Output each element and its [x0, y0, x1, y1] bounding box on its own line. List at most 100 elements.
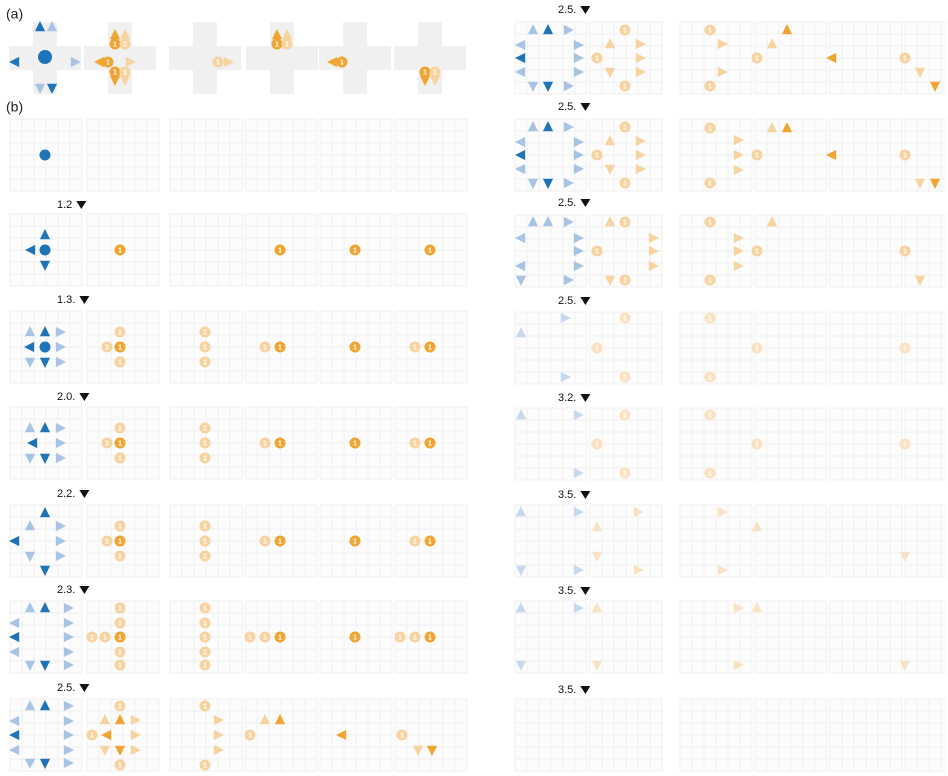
arrow — [99, 714, 111, 725]
badge-label: 1 — [118, 425, 122, 432]
badge-label: 1 — [708, 180, 712, 187]
arrow — [733, 164, 744, 176]
arrow — [929, 178, 941, 189]
badge — [704, 24, 716, 36]
arrow — [527, 24, 539, 35]
arrow — [515, 660, 527, 671]
badge — [619, 312, 631, 324]
badge — [591, 245, 603, 257]
arrow — [125, 56, 136, 68]
badge-label: 1 — [623, 470, 627, 477]
arrow — [39, 260, 51, 271]
badge — [114, 631, 126, 643]
arrow — [336, 729, 347, 741]
badge — [101, 341, 113, 353]
arrow — [515, 409, 527, 420]
arrow — [563, 216, 574, 228]
badge-label: 1 — [708, 83, 712, 90]
badge-label: 1 — [106, 59, 110, 66]
badge-label: 1 — [203, 538, 207, 545]
step-marker — [580, 297, 591, 305]
arrow — [733, 134, 744, 146]
arrow — [573, 409, 584, 421]
badge-label: 1 — [903, 345, 907, 352]
badge-label: 1 — [216, 59, 220, 66]
arrow — [542, 24, 554, 35]
badge — [114, 700, 126, 712]
arrow — [55, 452, 66, 464]
step-label: 2.2. — [57, 488, 75, 500]
arrow — [119, 75, 131, 86]
badge — [114, 646, 126, 658]
arrow — [24, 357, 36, 368]
badge — [409, 631, 421, 643]
arrow — [24, 660, 36, 671]
arrow — [573, 467, 584, 479]
badge — [281, 38, 293, 50]
arrow — [55, 535, 66, 547]
badge-label: 1 — [203, 425, 207, 432]
badge-label: 1 — [428, 634, 432, 641]
arrow — [55, 422, 66, 434]
badge-label: 1 — [123, 41, 127, 48]
badge — [704, 312, 716, 324]
arrow — [9, 631, 20, 643]
badge — [899, 149, 911, 161]
step-marker — [79, 586, 90, 594]
arrow — [24, 602, 36, 613]
arrow — [9, 744, 20, 756]
step-marker — [580, 686, 591, 694]
badge-label: 1 — [623, 374, 627, 381]
arrow — [515, 232, 526, 244]
arrow — [109, 75, 121, 86]
arrow — [914, 275, 926, 286]
cross — [84, 46, 156, 70]
arrow — [733, 260, 744, 272]
step-label: 1.3. — [57, 294, 75, 306]
arrow — [213, 714, 224, 726]
arrow — [515, 565, 527, 576]
agent — [39, 341, 51, 353]
badge — [199, 326, 211, 338]
arrow — [24, 341, 35, 353]
arrow — [24, 520, 36, 531]
arrow — [563, 274, 574, 286]
badge-label: 1 — [118, 605, 122, 612]
arrow — [604, 38, 616, 49]
badge — [424, 244, 436, 256]
badge — [704, 409, 716, 421]
arrow — [635, 38, 646, 50]
step-marker — [580, 6, 591, 14]
badge — [349, 437, 361, 449]
step-label: 2.5. — [558, 4, 576, 16]
badge — [619, 371, 631, 383]
arrow — [826, 149, 837, 161]
badge — [424, 437, 436, 449]
badge-label: 1 — [623, 124, 627, 131]
badge-label: 1 — [353, 538, 357, 545]
arrow — [527, 121, 539, 132]
panel-label: (a) — [6, 6, 23, 22]
badge-label: 1 — [203, 344, 207, 351]
arrow — [55, 341, 66, 353]
badge — [619, 409, 631, 421]
arrow — [39, 602, 51, 613]
arrow — [24, 453, 36, 464]
arrow — [39, 507, 51, 518]
badge — [424, 341, 436, 353]
badge-label: 1 — [203, 649, 207, 656]
badge — [114, 437, 126, 449]
badge — [114, 520, 126, 532]
badge-label: 1 — [595, 248, 599, 255]
arrow — [826, 52, 837, 64]
badge — [591, 342, 603, 354]
badge-label: 1 — [118, 649, 122, 656]
arrow — [573, 163, 584, 175]
arrow — [281, 29, 293, 40]
arrow — [39, 758, 51, 769]
arrow — [9, 646, 20, 658]
arrow — [63, 617, 74, 629]
arrow — [717, 506, 728, 518]
badge — [349, 341, 361, 353]
